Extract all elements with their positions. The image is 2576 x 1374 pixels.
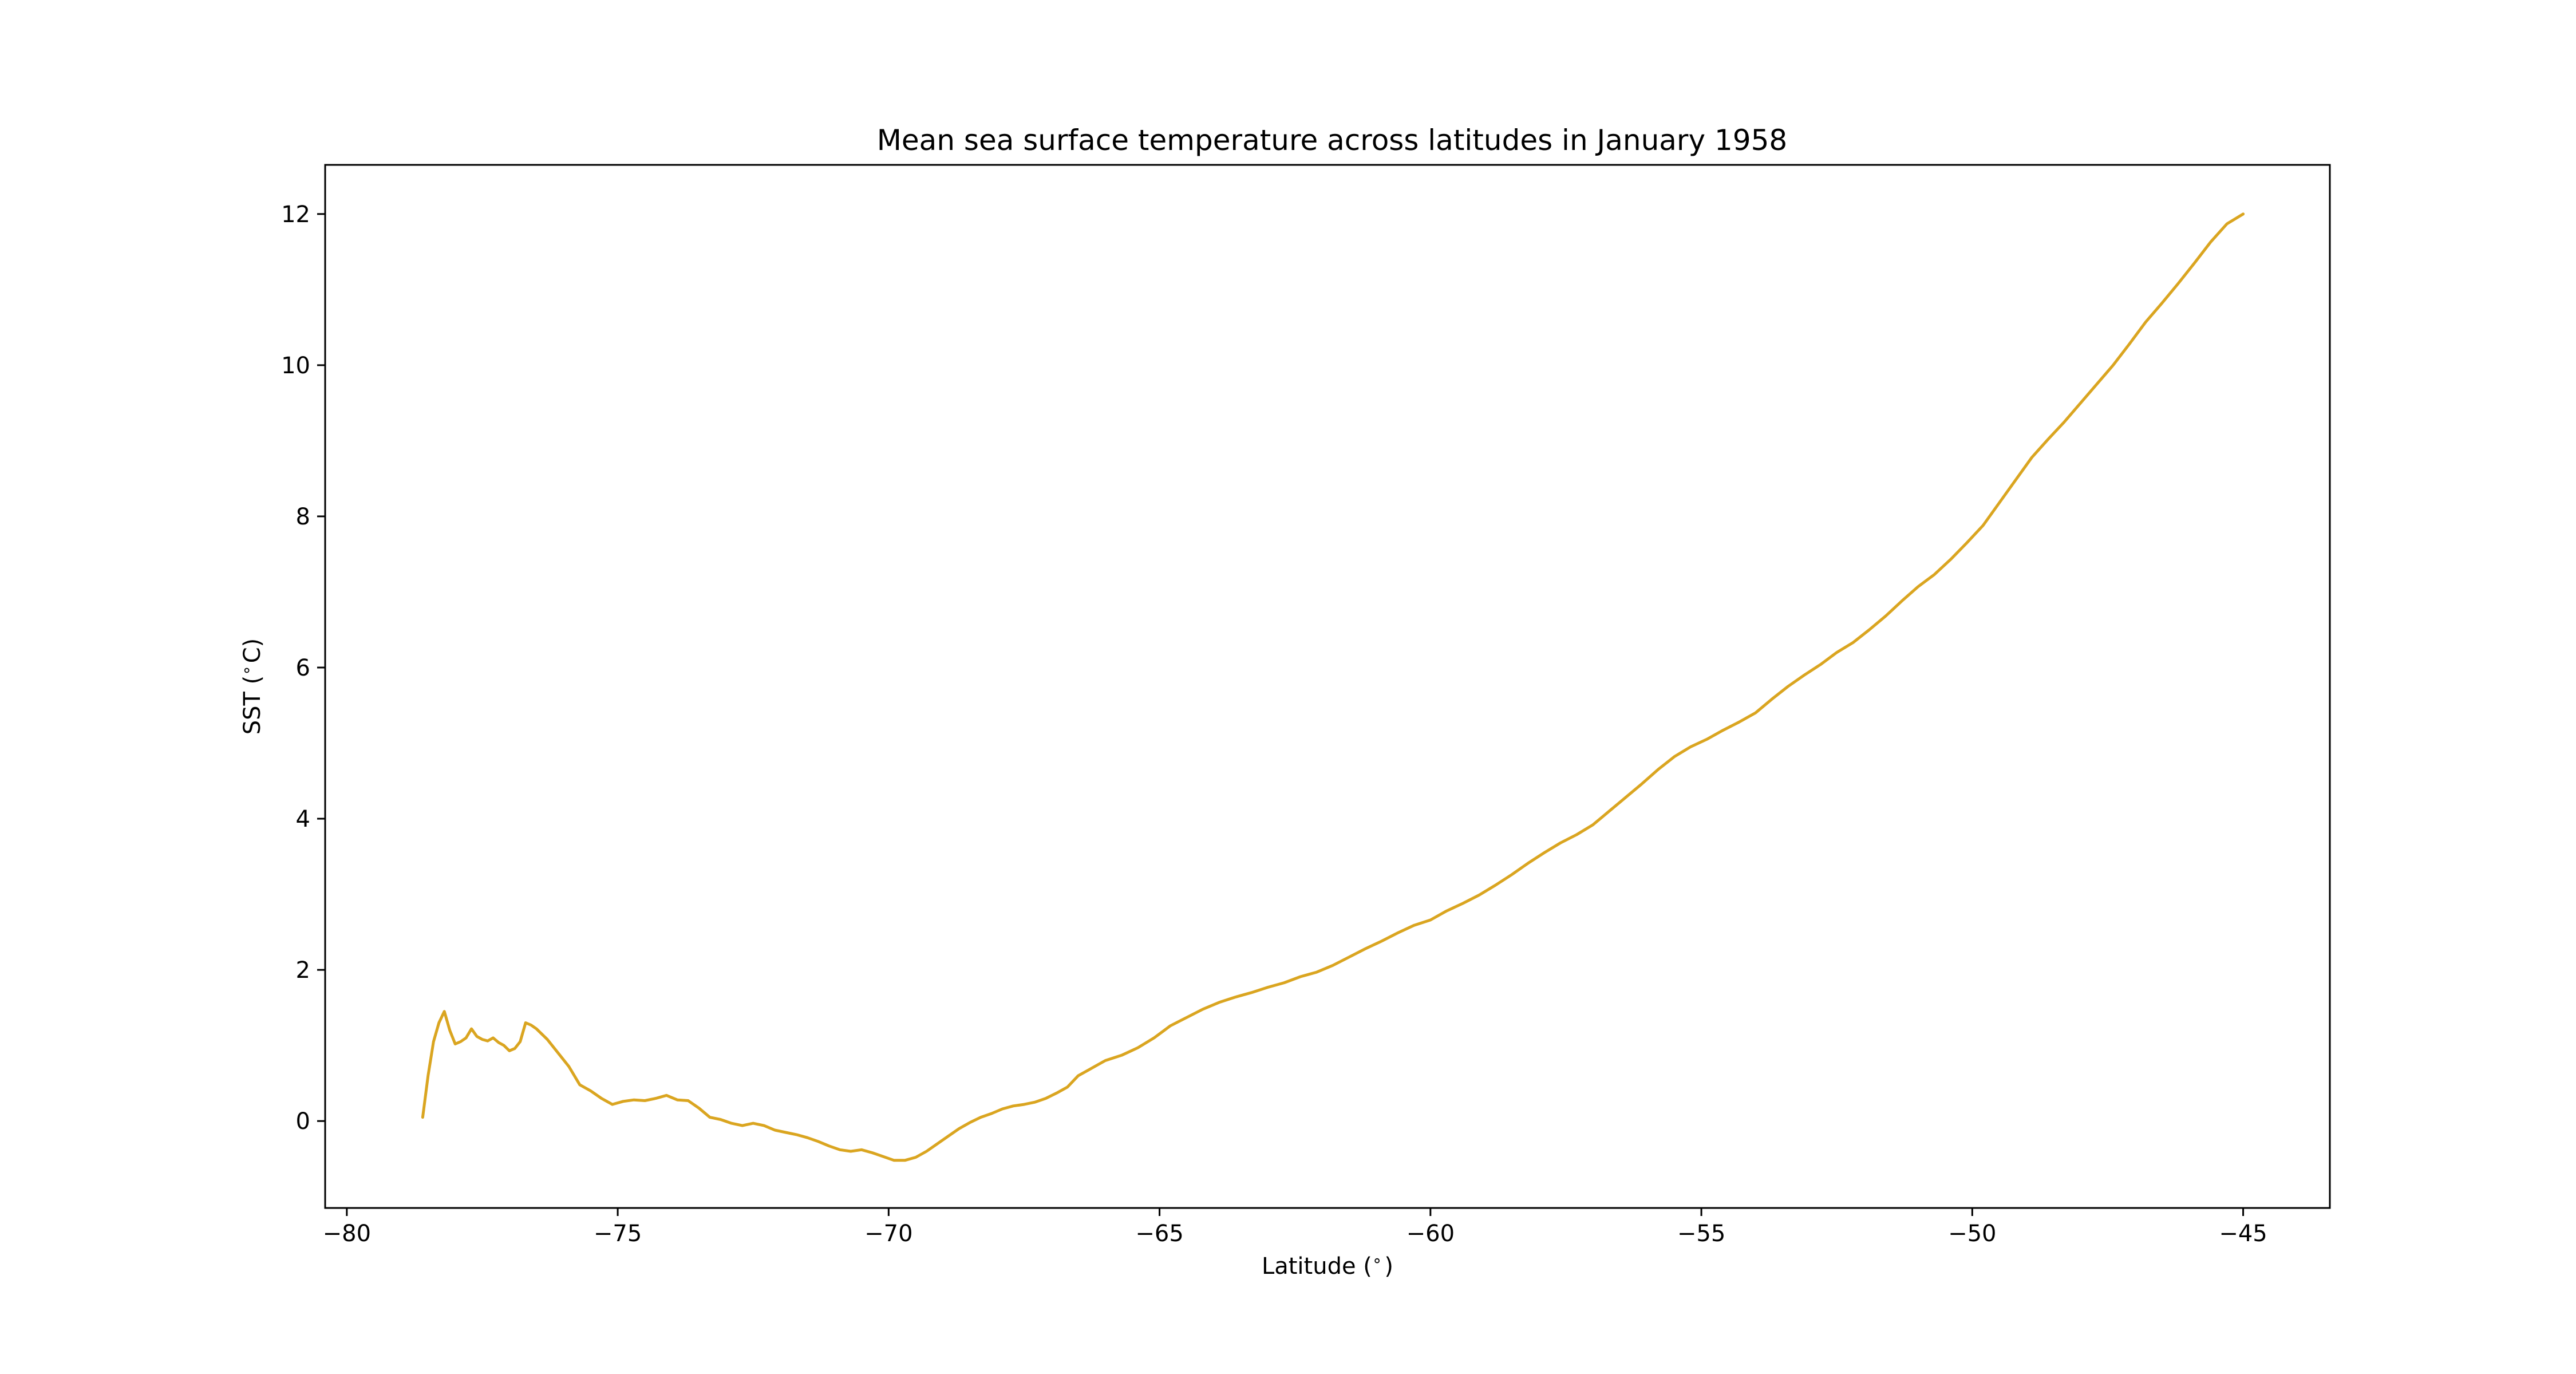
y-tick-label: 4 xyxy=(296,806,310,832)
series-layer xyxy=(421,212,2245,1162)
x-axis-label: Latitude (∘ ) xyxy=(1262,1251,1393,1280)
y-tick-label: 8 xyxy=(296,504,310,530)
y-tick-label: 6 xyxy=(296,655,310,681)
x-tick-label: −75 xyxy=(594,1221,642,1247)
y-tick-label: 0 xyxy=(296,1108,310,1135)
y-axis-label: SST (∘ C) xyxy=(237,638,266,735)
x-tick-label: −60 xyxy=(1406,1221,1455,1247)
chart-title: Mean sea surface temperature across lati… xyxy=(877,124,1787,157)
plot-frame xyxy=(324,164,2331,1209)
y-axis: 0 2 4 6 8 10 12 xyxy=(281,202,325,1135)
x-axis: −80 −75 −70 −65 −60 −55 −50 −45 xyxy=(323,1208,2267,1247)
x-tick-label: −65 xyxy=(1135,1221,1183,1247)
x-tick-label: −55 xyxy=(1677,1221,1725,1247)
y-tick-label: 10 xyxy=(281,353,310,379)
y-tick-label: 2 xyxy=(296,957,310,984)
sst-series-line xyxy=(421,212,2245,1162)
y-tick-label: 12 xyxy=(281,202,310,228)
x-tick-label: −70 xyxy=(864,1221,912,1247)
x-tick-label: −45 xyxy=(2219,1221,2267,1247)
x-tick-label: −80 xyxy=(323,1221,371,1247)
x-tick-label: −50 xyxy=(1948,1221,1996,1247)
